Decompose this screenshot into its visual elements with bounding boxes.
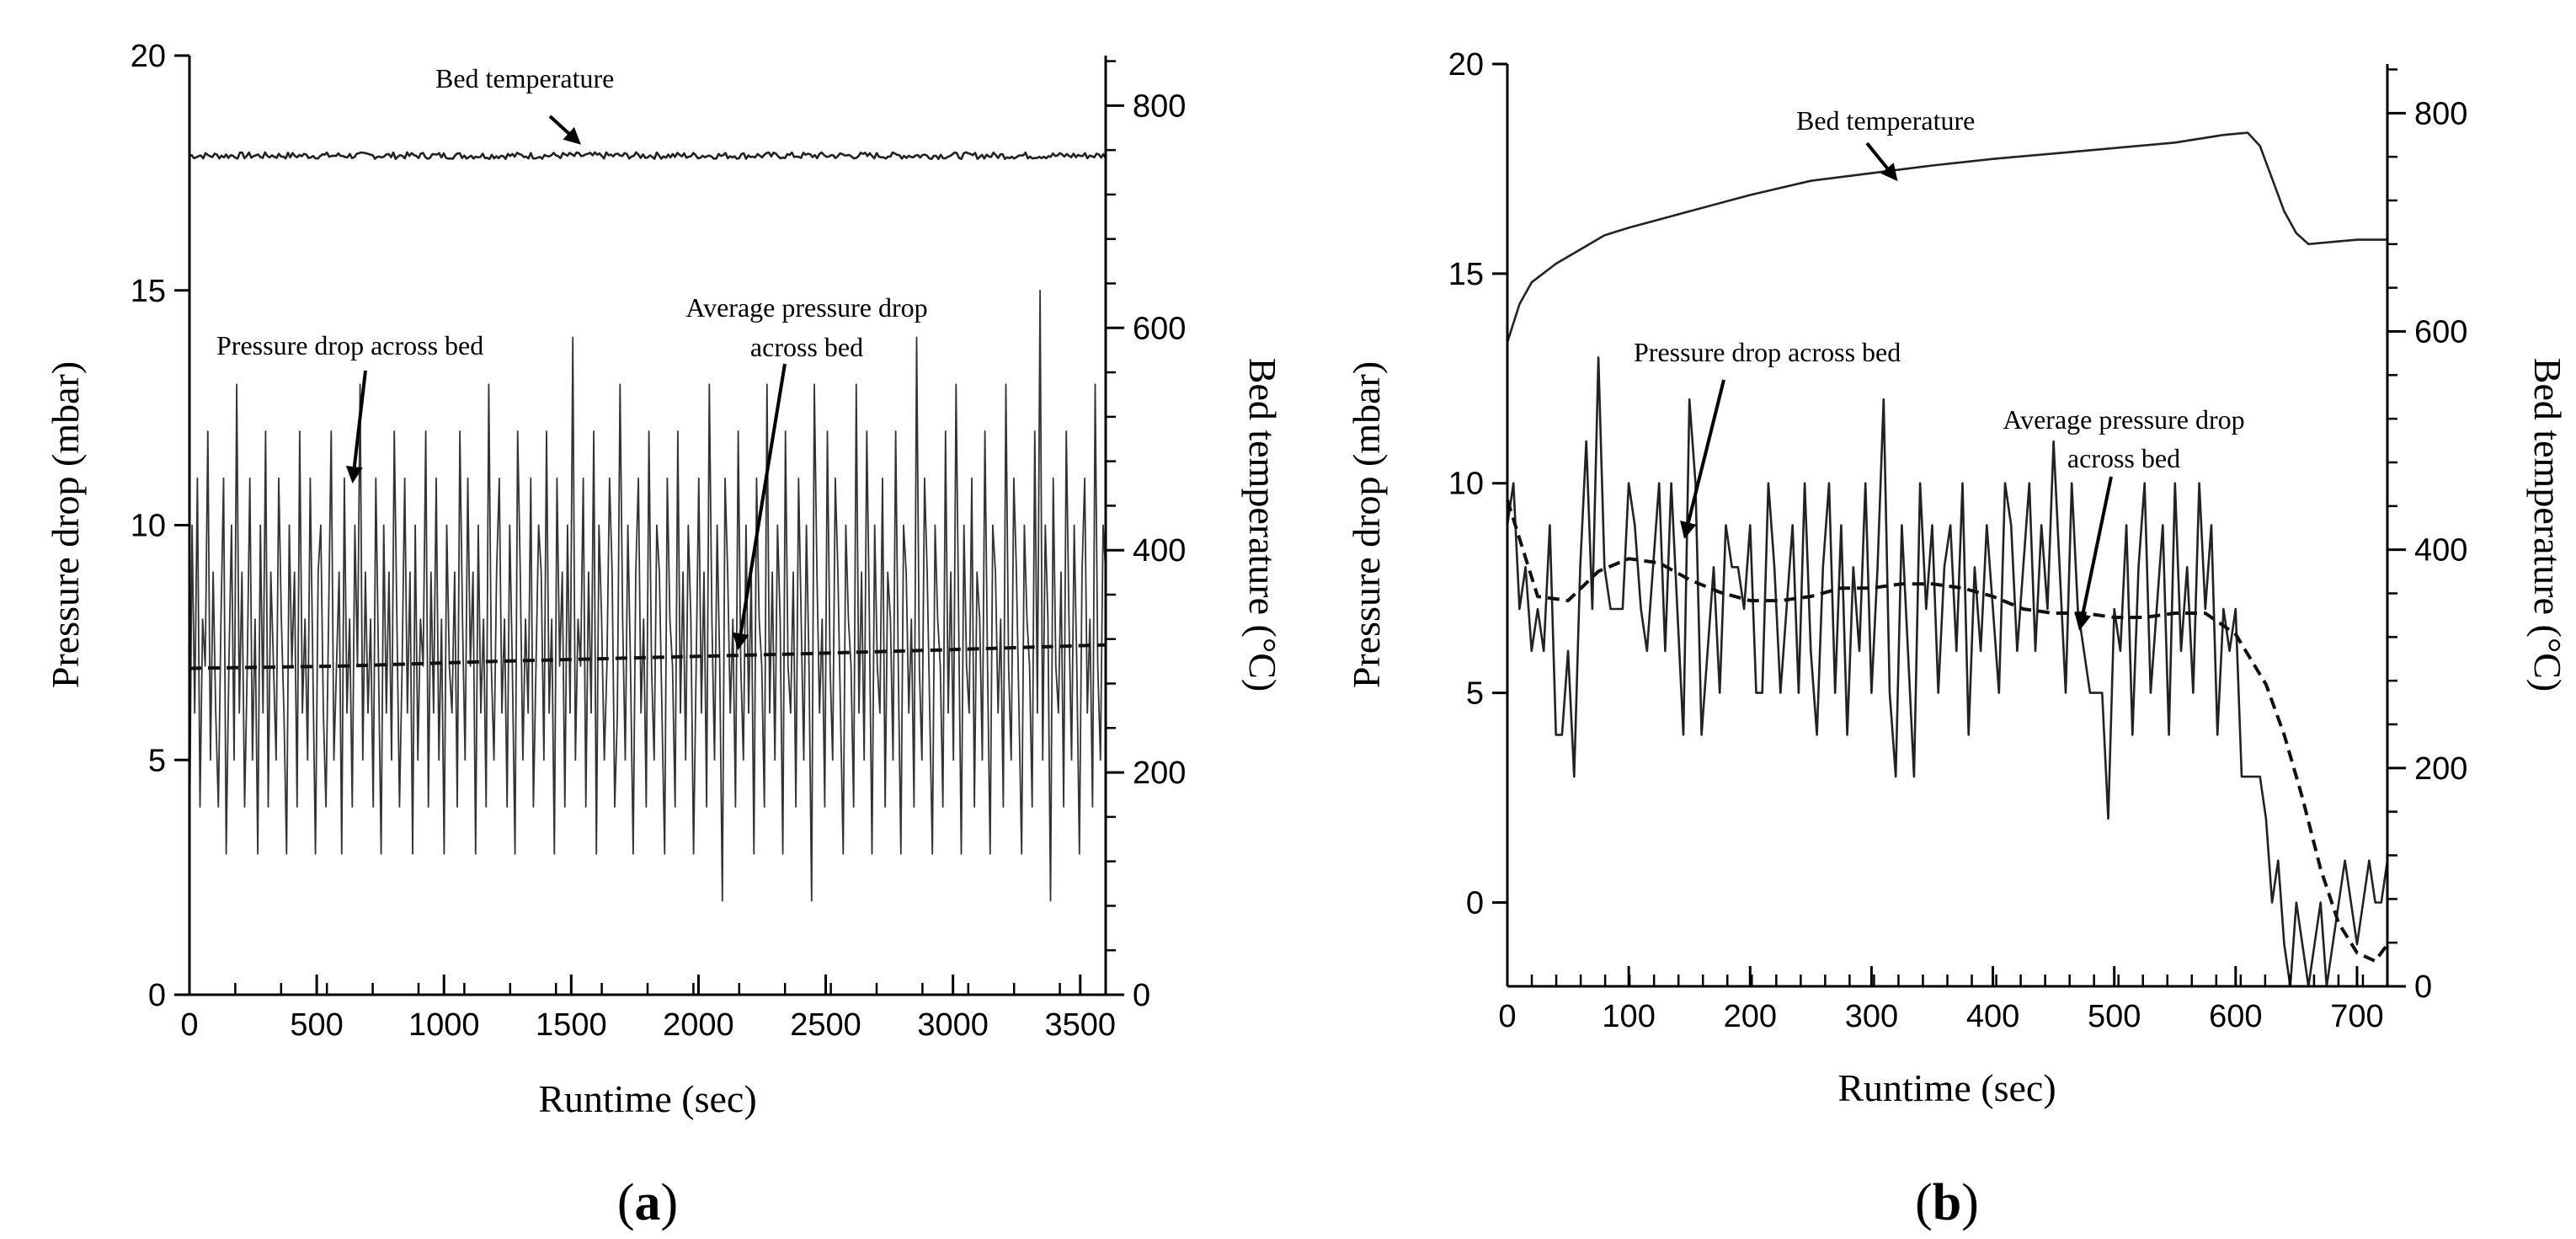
panel-b-pressure-drop-across-bedline [1506, 356, 2389, 988]
panel-a-yright-tick-label: 400 [1133, 533, 1186, 569]
panel-a-x-tick-label: 0 [180, 1007, 198, 1043]
panel-b-annotation-bed-temperature: Bed temperature [1796, 105, 1975, 136]
panel-b-yleft-tick-label: 0 [1466, 885, 1484, 921]
panel-a-annotation-pressure-drop: Pressure drop across bed [216, 330, 483, 360]
panel-a-annotation-average-line1: Average pressure drop [685, 292, 927, 323]
panel-b-x-tick-label: 400 [1966, 999, 2019, 1034]
panel-a-yleft-tick-label: 15 [131, 274, 166, 309]
panel-b-annotation-average-line2: across bed [2067, 443, 2180, 473]
panel-a-annotation-average-line2: across bed [750, 332, 863, 362]
panel-a-x-tick-label: 500 [290, 1007, 343, 1043]
panel-b: 0 100 200 300 400 500 600 700 0 5 10 15 20 0 200 400 6… [1345, 47, 2569, 1231]
panel-b-yleft-tick-label: 20 [1448, 47, 1484, 83]
panel-a: 0 500 1000 1500 2000 2500 3000 3500 0 5 10 15 20 0 2… [44, 39, 1284, 1231]
panel-a-yleft-tick-label: 5 [148, 743, 166, 778]
panel-b-yright-ticks: 0 200 400 600 800 [2387, 68, 2467, 1005]
panel-b-yright-tick-label: 800 [2414, 96, 2467, 131]
panel-b-arrow-average [2074, 476, 2113, 631]
panel-a-arrow-pressure-drop [345, 370, 367, 483]
panel-b-bed-temperatureline [1506, 131, 2387, 343]
panel-a-x-tick-label: 3000 [917, 1007, 989, 1043]
panel-a-x-tick-label: 1000 [408, 1007, 480, 1043]
panel-b-label: (b) [1915, 1174, 1979, 1231]
panel-b-arrow-bed-temperature [1865, 142, 1898, 182]
panel-a-pressure-drop-across-bedline [189, 289, 1107, 902]
panel-b-yleft-tick-label: 5 [1466, 676, 1484, 712]
panel-b-left-axis-title: Pressure drop (mbar) [1345, 361, 1388, 688]
panel-a-yright-ticks: 0 200 400 600 800 [1106, 60, 1186, 1013]
panel-a-x-tick-label: 2500 [790, 1007, 861, 1043]
panel-a-pressure-drop-series [189, 289, 1107, 902]
panel-b-average-pressure-series [1506, 499, 2389, 964]
panel-b-x-tick-label: 600 [2209, 999, 2262, 1034]
panel-a-yright-tick-label: 200 [1133, 756, 1186, 791]
panel-a-bed-temperature-series [189, 151, 1107, 160]
panel-b-x-tick-label: 0 [1498, 999, 1516, 1034]
panel-a-bed-temperatureline [189, 151, 1107, 160]
panel-b-yright-tick-label: 400 [2414, 533, 2467, 569]
panel-a-yright-tick-label: 800 [1133, 88, 1186, 124]
panel-b-x-tick-label: 200 [1724, 999, 1777, 1034]
panel-b-yleft-tick-label: 10 [1448, 467, 1484, 502]
panel-a-x-tick-label: 3500 [1045, 1007, 1117, 1043]
panel-a-x-axis-title: Runtime (sec) [538, 1077, 756, 1120]
panel-b-annotation-pressure-drop: Pressure drop across bed [1634, 337, 1901, 367]
panel-a-x-tick-label: 2000 [663, 1007, 734, 1043]
panel-a-left-axis-title: Pressure drop (mbar) [44, 361, 87, 688]
panel-a-average-pressure-series [189, 643, 1107, 670]
panel-b-yright-tick-label: 200 [2414, 751, 2467, 787]
panel-b-x-axis-title: Runtime (sec) [1837, 1066, 2056, 1109]
panel-b-yright-tick-label: 600 [2414, 314, 2467, 350]
panel-b-annotation-average-line1: Average pressure drop [2003, 404, 2244, 435]
panel-b-bed-temperature-series [1506, 131, 2387, 343]
panel-b-yright-tick-label: 0 [2414, 969, 2432, 1005]
panel-b-yleft-tick-label: 15 [1448, 257, 1484, 292]
panel-a-right-axis-title: Bed temperature (°C) [1241, 358, 1284, 692]
panel-a-yleft-ticks: 0 5 10 15 20 [131, 39, 189, 1013]
panel-a-x-ticks: 0 500 1000 1500 2000 2500 3000 3500 [180, 975, 1116, 1043]
panel-b-arrow-pressure-drop [1680, 379, 1725, 539]
panel-b-pressure-drop-series [1506, 356, 2389, 988]
panel-a-arrow-bed-temperature [548, 115, 581, 145]
panel-a-yright-tick-label: 0 [1133, 978, 1150, 1013]
panel-a-yleft-tick-label: 0 [148, 978, 166, 1013]
panel-b-x-tick-label: 300 [1845, 999, 1898, 1034]
panel-b-right-axis-title: Bed temperature (°C) [2526, 358, 2569, 692]
panel-a-yleft-tick-label: 10 [131, 509, 166, 544]
panel-b-average-pressure-drop-across-bedline [1506, 499, 2389, 964]
panel-b-x-ticks: 0 100 200 300 400 500 600 700 [1498, 966, 2389, 1034]
panel-b-x-tick-label: 100 [1602, 999, 1655, 1034]
panel-b-x-tick-label: 500 [2088, 999, 2141, 1034]
panel-b-x-tick-label: 700 [2330, 999, 2383, 1034]
panel-a-label: (a) [617, 1174, 678, 1231]
panel-a-yleft-tick-label: 20 [131, 39, 166, 74]
panel-b-yleft-ticks: 0 5 10 15 20 [1448, 47, 1507, 921]
panel-a-average-pressure-drop-across-bedline [189, 643, 1107, 670]
panel-a-arrow-average [732, 363, 787, 650]
panel-a-annotation-bed-temperature: Bed temperature [435, 63, 614, 93]
panel-a-x-tick-label: 1500 [536, 1007, 607, 1043]
panel-a-yright-tick-label: 600 [1133, 311, 1186, 346]
panel-b-axes [1506, 64, 2389, 988]
